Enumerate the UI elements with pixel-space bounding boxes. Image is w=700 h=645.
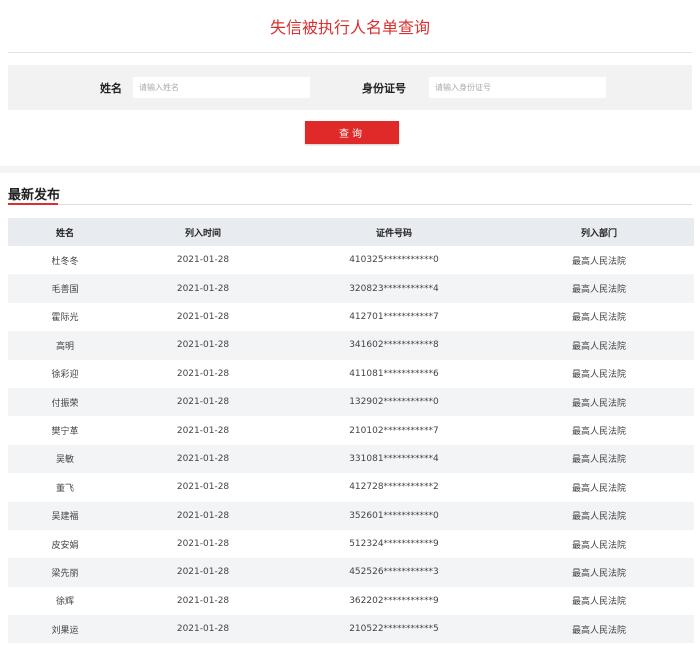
cell-dept: 最高人民法院 (571, 483, 626, 494)
cell-dept: 最高人民法院 (571, 256, 626, 267)
cell-dept: 最高人民法院 (571, 597, 626, 608)
table-row: 徐彩迎 2021-01-28 411081***********6 最高人民法院 (8, 360, 694, 388)
header-date: 列入时间 (122, 218, 284, 246)
cell-date: 2021-01-28 (122, 558, 284, 587)
section-accent-bar (8, 203, 58, 205)
table-row: 杜冬冬 2021-01-28 410325***********0 最高人民法院 (8, 246, 694, 274)
cell-date: 2021-01-28 (122, 615, 284, 644)
cell-dept: 最高人民法院 (504, 331, 694, 360)
cell-date: 2021-01-28 (176, 311, 230, 322)
name-label: 姓名 (100, 82, 122, 95)
cell-date: 2021-01-28 (122, 501, 284, 530)
cell-date: 2021-01-28 (176, 539, 230, 550)
table-row: 高明 2021-01-28 341602***********8 最高人民法院 (8, 331, 694, 360)
cell-id: 512324***********9 (349, 539, 439, 550)
table-row: 樊宁革 2021-01-28 210102***********7 最高人民法院 (8, 416, 694, 444)
cell-date: 2021-01-28 (122, 331, 284, 360)
cell-name: 樊宁革 (51, 427, 79, 438)
table-row: 刘果运 2021-01-28 210522***********5 最高人民法院 (8, 615, 694, 644)
cell-dept: 最高人民法院 (504, 615, 694, 644)
table-header-row: 姓名 列入时间 证件号码 列入部门 (8, 218, 694, 246)
cell-name: 付振荣 (8, 387, 122, 417)
cell-name: 刘果运 (8, 615, 122, 644)
cell-name: 董飞 (55, 483, 74, 494)
cell-dept: 最高人民法院 (571, 313, 626, 324)
table-row: 皮安娟 2021-01-28 512324***********9 最高人民法院 (8, 530, 694, 558)
cell-date: 2021-01-28 (176, 595, 230, 606)
header-name: 姓名 (8, 218, 122, 246)
cell-id: 331081***********4 (284, 444, 504, 474)
page-title: 失信被执行人名单查询 (269, 18, 430, 37)
section-underline (8, 204, 692, 205)
table-row: 霍际光 2021-01-28 412701***********7 最高人民法院 (8, 303, 694, 331)
cell-date: 2021-01-28 (176, 255, 230, 266)
cell-date: 2021-01-28 (176, 425, 230, 436)
cell-dept: 最高人民法院 (504, 387, 694, 417)
cell-id: 412728***********2 (349, 482, 439, 493)
results-table: 姓名 列入时间 证件号码 列入部门 杜冬冬 2021-01-28 410325***… (8, 218, 694, 644)
name-input[interactable] (133, 77, 310, 98)
cell-dept: 最高人民法院 (504, 444, 694, 474)
header-id: 证件号码 (284, 218, 504, 246)
cell-name: 徐彩迎 (51, 370, 79, 381)
cell-id: 411081***********6 (349, 368, 439, 379)
cell-id: 210102***********7 (349, 425, 439, 436)
cell-dept: 最高人民法院 (571, 370, 626, 381)
cell-id: 352601***********0 (284, 501, 504, 530)
table-row: 徐辉 2021-01-28 362202***********9 最高人民法院 (8, 587, 694, 615)
cell-dept: 最高人民法院 (504, 501, 694, 530)
cell-name: 梁先丽 (8, 558, 122, 587)
table-row: 毛善国 2021-01-28 320823***********4 最高人民法院 (8, 274, 694, 303)
table-row: 梁先丽 2021-01-28 452526***********3 最高人民法院 (8, 558, 694, 587)
cell-date: 2021-01-28 (122, 274, 284, 303)
cell-id: 410325***********0 (349, 255, 439, 266)
cell-name: 徐辉 (55, 597, 74, 608)
id-label: 身份证号 (362, 82, 406, 95)
table-row: 吴建福 2021-01-28 352601***********0 最高人民法院 (8, 501, 694, 530)
cell-name: 杜冬冬 (51, 256, 79, 267)
search-button[interactable]: 查询 (305, 121, 399, 144)
id-number-input[interactable] (429, 77, 606, 98)
cell-dept: 最高人民法院 (504, 274, 694, 303)
cell-name: 吴建福 (8, 501, 122, 530)
cell-name: 高明 (8, 331, 122, 360)
table-row: 付振荣 2021-01-28 132902***********0 最高人民法院 (8, 387, 694, 417)
cell-dept: 最高人民法院 (571, 540, 626, 551)
table-row: 吴敏 2021-01-28 331081***********4 最高人民法院 (8, 444, 694, 474)
cell-name: 皮安娟 (51, 540, 79, 551)
cell-id: 412701***********7 (349, 311, 439, 322)
cell-id: 341602***********8 (284, 331, 504, 360)
cell-id: 362202***********9 (349, 595, 439, 606)
cell-name: 霍际光 (51, 313, 79, 324)
cell-id: 320823***********4 (284, 274, 504, 303)
table-row: 董飞 2021-01-28 412728***********2 最高人民法院 (8, 473, 694, 501)
cell-name: 吴敏 (8, 444, 122, 474)
cell-date: 2021-01-28 (176, 482, 230, 493)
cell-id: 210522***********5 (284, 615, 504, 644)
cell-date: 2021-01-28 (122, 387, 284, 417)
cell-date: 2021-01-28 (122, 444, 284, 474)
divider (8, 52, 692, 53)
cell-date: 2021-01-28 (176, 368, 230, 379)
cell-id: 452526***********3 (284, 558, 504, 587)
cell-dept: 最高人民法院 (504, 558, 694, 587)
header-dept: 列入部门 (504, 218, 694, 246)
cell-id: 132902***********0 (284, 387, 504, 417)
section-separator (0, 166, 700, 173)
cell-name: 毛善国 (8, 274, 122, 303)
section-title: 最新发布 (8, 188, 61, 203)
cell-dept: 最高人民法院 (571, 427, 626, 438)
